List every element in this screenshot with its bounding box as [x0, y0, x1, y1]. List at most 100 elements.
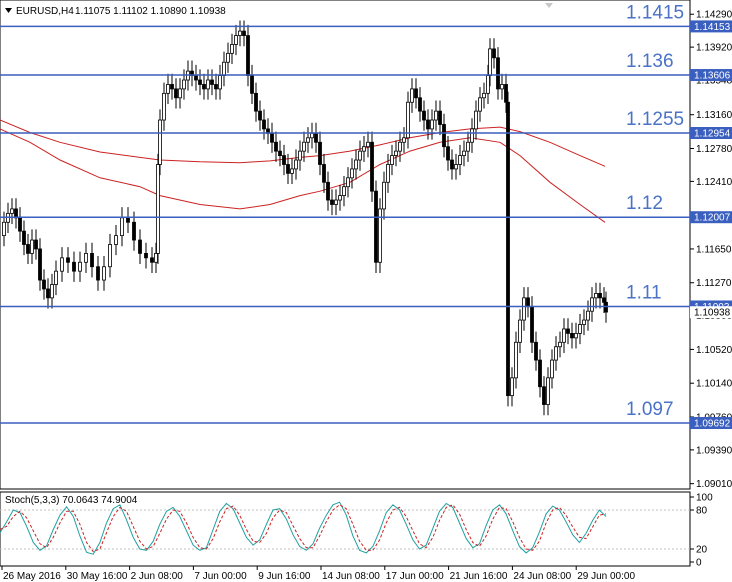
candle-body [218, 75, 222, 90]
candle-body [590, 297, 594, 312]
price-tick-label: 1.10140 [696, 379, 732, 390]
time-tick-label: 29 Jun 00:00 [577, 571, 635, 582]
candle-body [144, 252, 148, 259]
level-price-tag-label: 1.14153 [694, 22, 731, 33]
stoch-main-line [0, 501, 607, 555]
candle-body [258, 110, 262, 121]
candle-body [346, 177, 350, 188]
candle-body [50, 284, 54, 299]
candle-body [226, 52, 230, 63]
candle-body [242, 30, 246, 36]
scroll-marker-icon[interactable] [545, 3, 553, 8]
candle-body [402, 137, 406, 143]
candle-body [278, 150, 282, 156]
candle-body [558, 341, 562, 348]
candle-body [162, 92, 166, 121]
level-price-tag [690, 20, 732, 33]
candle-body [182, 79, 186, 90]
candle-body [154, 252, 158, 263]
candle-body [510, 377, 514, 397]
candle-body [450, 159, 454, 170]
candle-body [582, 319, 586, 325]
candle-body [120, 217, 124, 237]
current-price-label: 1.10938 [694, 308, 731, 319]
price-tick-label: 1.11650 [696, 244, 732, 255]
candle-body [506, 101, 510, 397]
price-tick-label: 1.09010 [696, 479, 732, 490]
candle-body [306, 137, 310, 143]
candle-body [330, 199, 334, 205]
price-tick-label: 1.14290 [696, 10, 732, 21]
price-tick-label: 1.13920 [696, 43, 732, 54]
candle-body [310, 132, 314, 139]
level-label: 1.136 [626, 51, 674, 72]
level-label: 1.1415 [626, 2, 684, 23]
candle-body [150, 257, 154, 263]
candle-body [38, 248, 42, 281]
candle-body [504, 84, 508, 103]
current-price-tag [690, 306, 732, 319]
stoch-pane[interactable] [0, 491, 691, 567]
candle-body [294, 159, 298, 170]
candle-body [138, 239, 142, 254]
candle-body [500, 84, 504, 90]
candle-body [422, 110, 426, 121]
candle-body [214, 84, 218, 90]
level-price-tag-label: 1.12954 [694, 129, 731, 140]
candle-body [202, 84, 206, 90]
candle-body [482, 92, 486, 99]
candle-body [338, 195, 342, 201]
candle-body [546, 377, 550, 405]
candle-body [298, 150, 302, 161]
ohlc-readout: 1.11075 1.11102 1.10890 1.10938 [75, 6, 226, 17]
candle-body [326, 181, 330, 201]
price-tick-label: 1.11270 [696, 278, 732, 289]
candle-body [174, 88, 178, 99]
stoch-tick-label: 100 [696, 493, 713, 504]
candle-body [386, 164, 390, 183]
candle-body [522, 297, 526, 321]
stoch-tick-label: 80 [696, 506, 708, 517]
candle-body [602, 297, 606, 303]
candle-body [84, 252, 88, 263]
time-tick-label: 9 Jun 16:00 [258, 571, 311, 582]
candle-body [132, 221, 136, 241]
level-price-tag [690, 127, 732, 140]
candle-body [566, 328, 570, 334]
candle-body [366, 141, 370, 148]
time-tick-label: 30 May 16:00 [67, 571, 128, 582]
level-label: 1.097 [626, 399, 674, 420]
candle-body [466, 141, 470, 152]
candle-body [96, 266, 100, 281]
candle-body [72, 261, 76, 272]
candle-body [90, 252, 94, 268]
candle-body [478, 97, 482, 112]
candle-body [370, 141, 374, 192]
candle-body [538, 359, 542, 388]
candle-body [438, 110, 442, 125]
candle-body [334, 199, 338, 205]
candle-body [18, 217, 22, 232]
candle-body [530, 306, 534, 343]
candle-body [534, 341, 538, 361]
time-tick-label: 17 Jun 00:00 [386, 571, 444, 582]
candle-body [60, 257, 64, 272]
triangle-down-icon[interactable] [5, 8, 12, 13]
candle-body [426, 119, 430, 130]
price-tick-label: 1.13548 [696, 76, 732, 87]
candle-body [554, 346, 558, 361]
candle-body [446, 146, 450, 161]
candle-body [166, 84, 170, 94]
time-axis: 26 May 2016 30 May 16:00 2 Jun 08:00 7 Jun … [1, 566, 635, 582]
candle-body [390, 155, 394, 165]
candle-body [114, 235, 118, 245]
time-tick-label: 7 Jun 00:00 [194, 571, 247, 582]
candle-body [262, 119, 266, 130]
price-pane[interactable] [0, 0, 691, 490]
level-price-tag [690, 417, 732, 430]
candle-body [10, 208, 14, 214]
candle-body [578, 324, 582, 334]
candle-body [178, 88, 182, 99]
candle-body [222, 61, 226, 76]
